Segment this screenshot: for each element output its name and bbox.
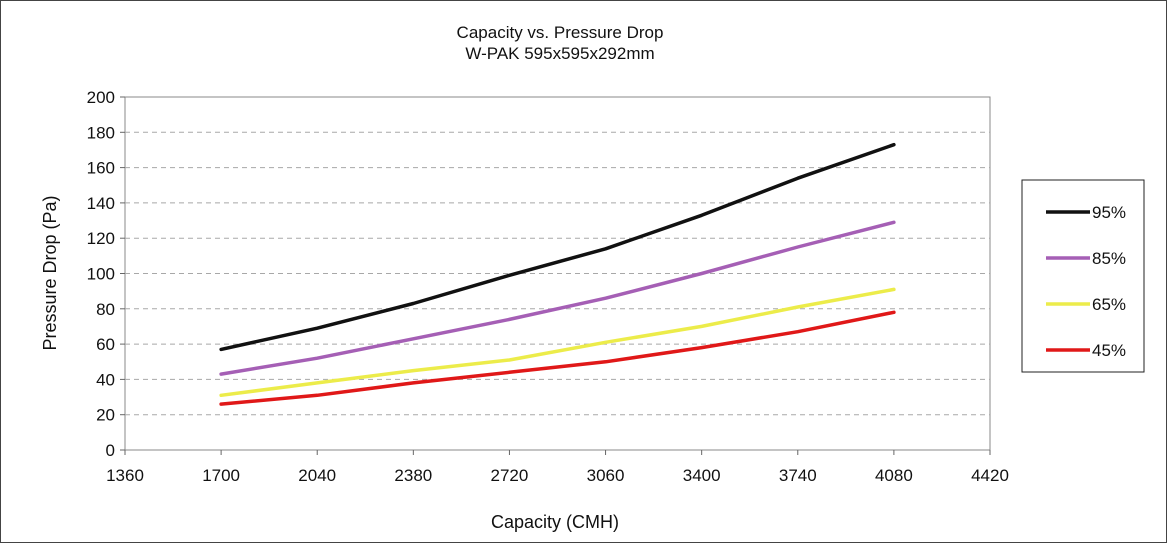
y-tick-label: 100 [87,265,115,284]
x-tick-label: 1360 [106,466,144,485]
x-tick-label: 2380 [394,466,432,485]
grid-lines [125,131,990,416]
legend-label: 65% [1092,295,1126,314]
x-axis-title: Capacity (CMH) [491,512,619,532]
y-tick-label: 180 [87,123,115,142]
x-tick-label: 4420 [971,466,1009,485]
y-tick-label: 200 [87,88,115,107]
x-tick-label: 4080 [875,466,913,485]
y-tick-label: 0 [106,441,115,460]
x-tick-label: 3060 [587,466,625,485]
legend-items: 95% 85% 65% 45% [1046,203,1126,360]
y-axis-title: Pressure Drop (Pa) [40,195,60,350]
legend-label: 45% [1092,341,1126,360]
legend: 95% 85% 65% 45% [1021,179,1145,373]
y-tick-label: 160 [87,159,115,178]
chart-title: Capacity vs. Pressure Drop [456,23,664,42]
y-tick-label: 140 [87,194,115,213]
x-tick-label: 3400 [683,466,721,485]
legend-label: 85% [1092,249,1126,268]
x-tick-label: 2040 [298,466,336,485]
x-tick-label: 2720 [491,466,529,485]
chart-subtitle: W-PAK 595x595x292mm [465,44,655,63]
x-tick-label: 3740 [779,466,817,485]
x-axis-ticks: 1360 1700 2040 2380 2720 3060 3400 3740 4080 4420 [106,450,1009,485]
legend-label: 95% [1092,203,1126,222]
y-axis-ticks: 0 20 40 60 80 100 120 140 160 180 200 [87,88,125,460]
y-tick-label: 40 [96,370,115,389]
series-line-0 [219,142,896,352]
series-line-3 [219,310,896,406]
y-tick-label: 20 [96,406,115,425]
x-tick-label: 1700 [202,466,240,485]
y-tick-label: 120 [87,229,115,248]
y-tick-label: 80 [96,300,115,319]
series-line-1 [219,220,896,376]
series-lines [219,142,896,406]
chart-title-block: Capacity vs. Pressure Drop W-PAK 595x595… [0,22,1120,64]
series-line-2 [219,287,896,398]
y-tick-label: 60 [96,335,115,354]
